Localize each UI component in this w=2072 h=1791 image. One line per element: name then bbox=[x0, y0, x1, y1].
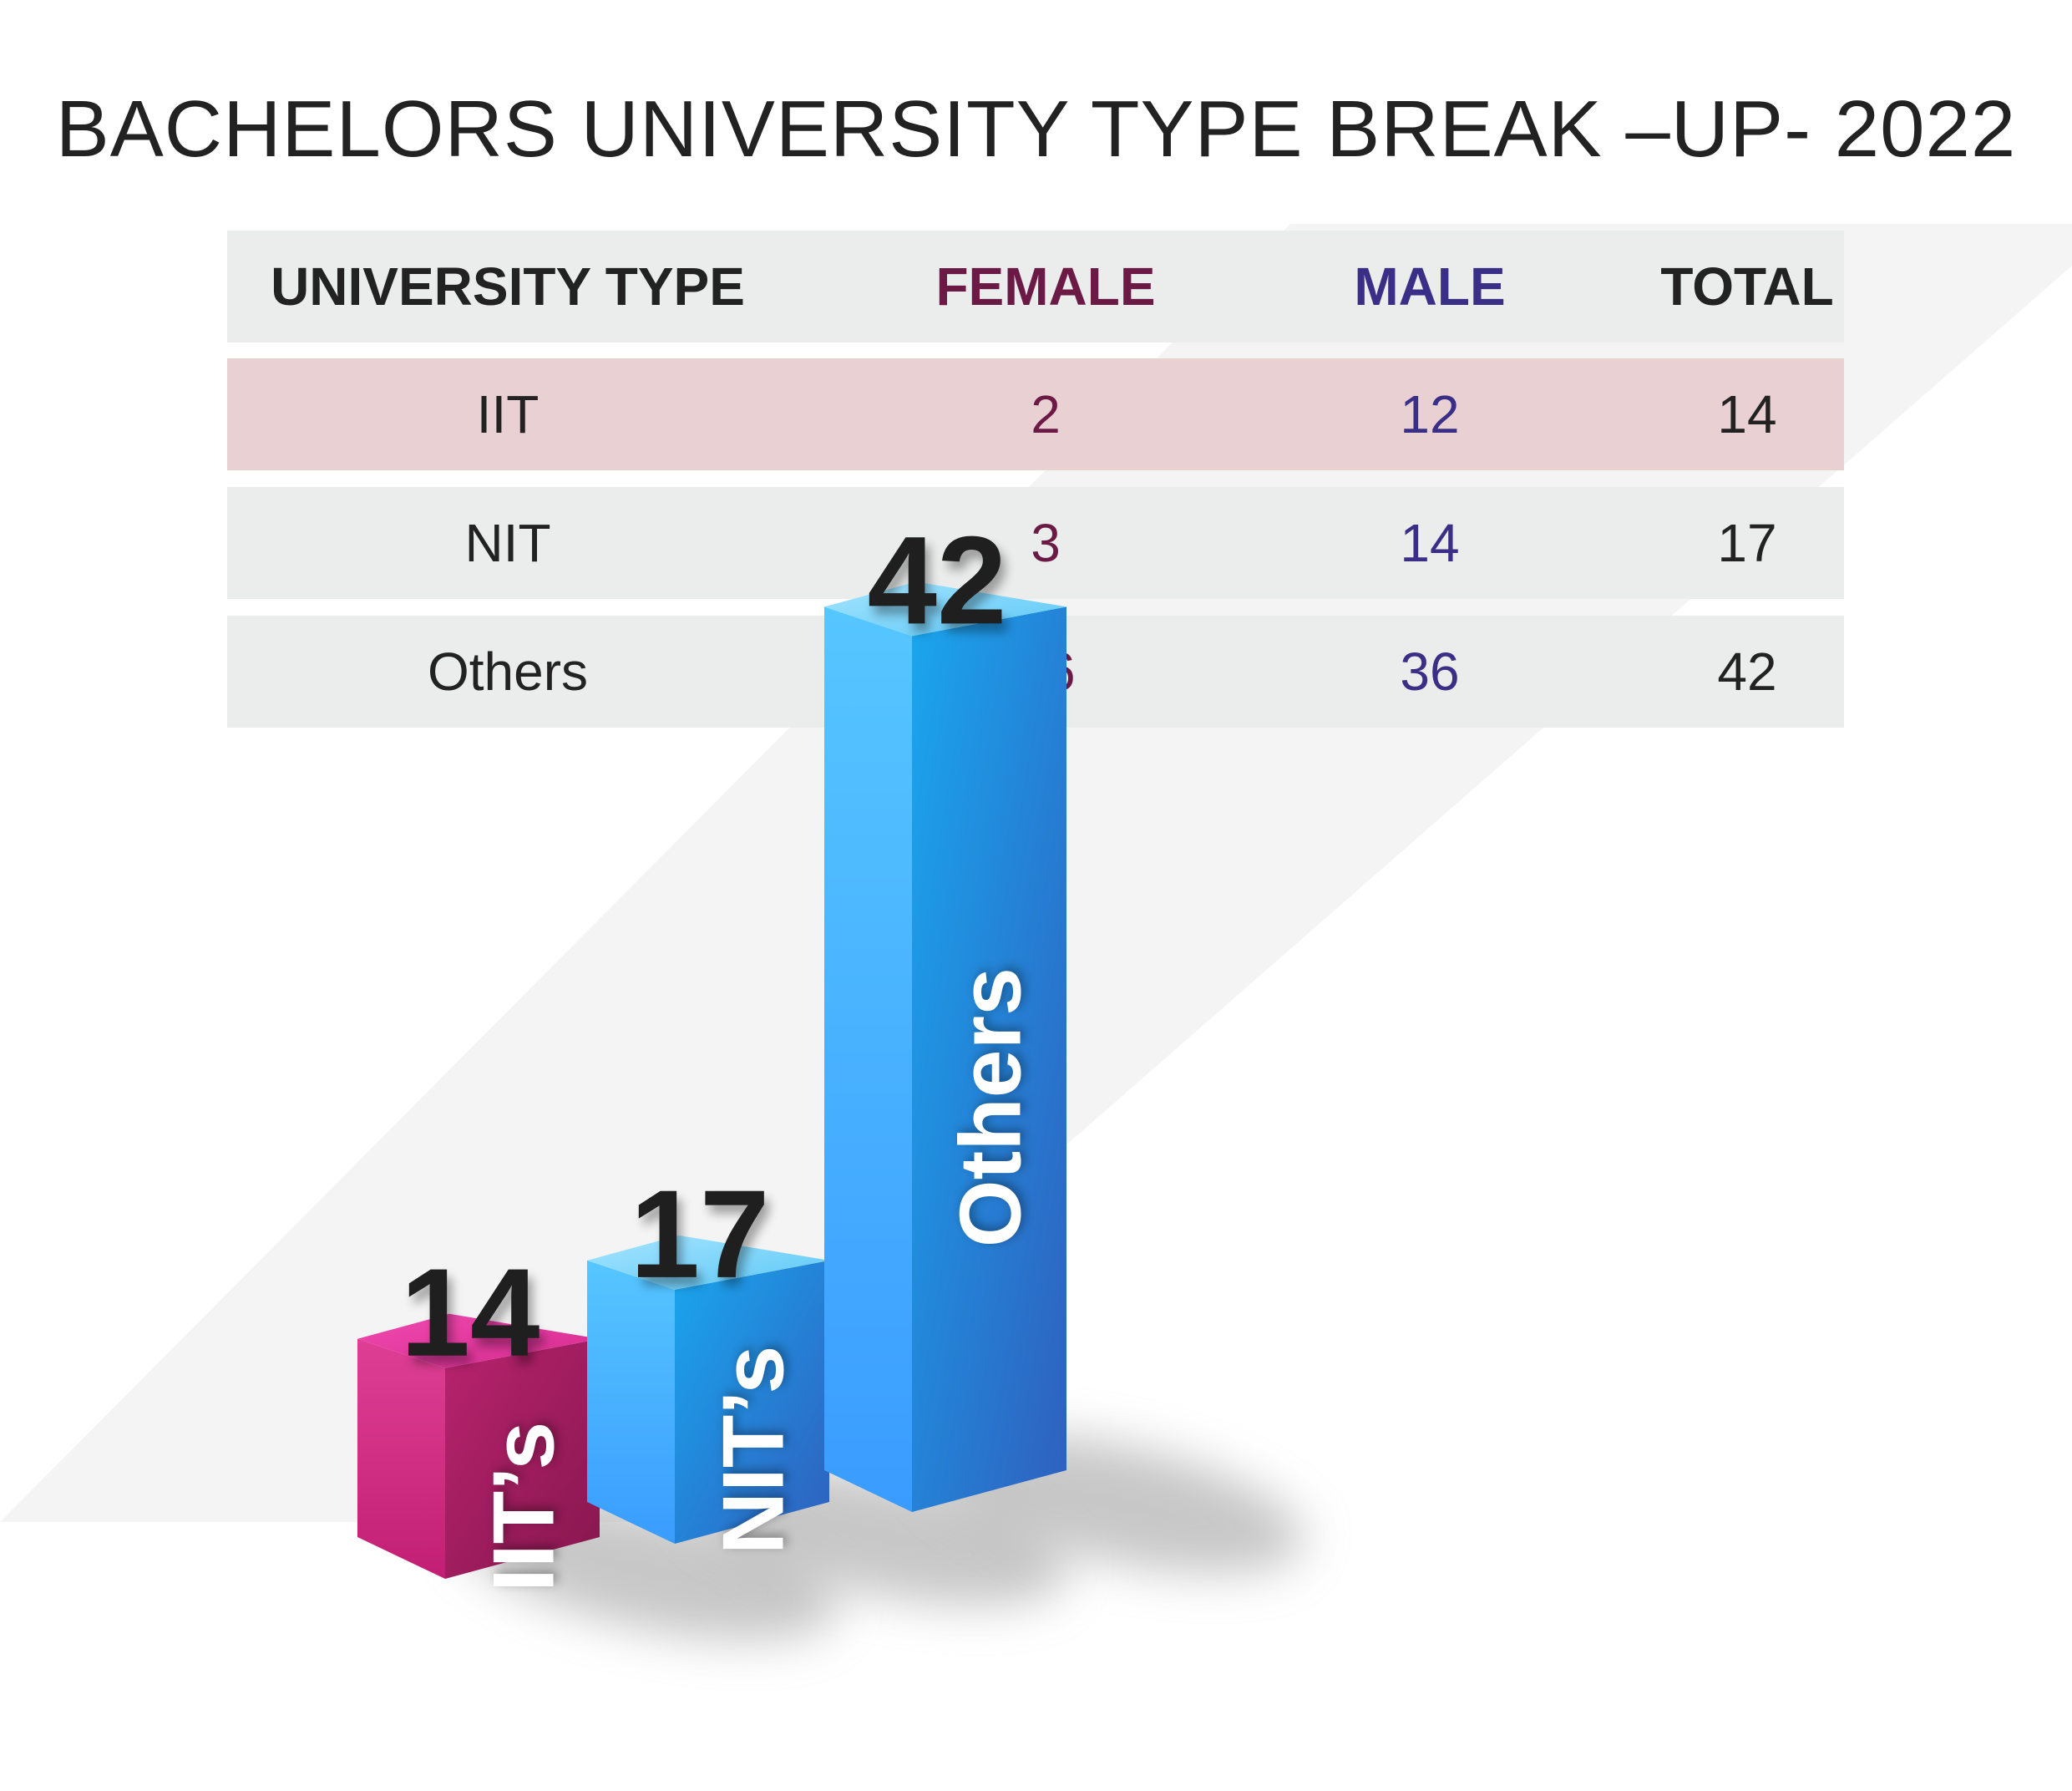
bar-left-face bbox=[587, 1260, 675, 1544]
bar-value-shadow: 42 bbox=[873, 518, 1012, 658]
table-row: IIT 2 12 14 bbox=[227, 358, 1844, 470]
bar-category-label: Others bbox=[943, 967, 1040, 1247]
bar-top-face bbox=[587, 1235, 829, 1290]
cell-type: IIT bbox=[476, 384, 540, 444]
cell-male: 14 bbox=[1400, 513, 1460, 573]
bar-category-label: NIT’s bbox=[706, 1346, 803, 1555]
table-row: NIT 3 14 17 bbox=[227, 487, 1844, 599]
bar-left-face bbox=[824, 606, 912, 1512]
bar-value-label: 42 bbox=[868, 510, 1007, 650]
bar-value-shadow: 14 bbox=[406, 1251, 545, 1391]
table-header-row: UNIVERSITY TYPE FEMALE MALE TOTAL bbox=[227, 231, 1844, 342]
cell-total: 42 bbox=[1717, 642, 1777, 702]
cell-total: 14 bbox=[1717, 384, 1777, 444]
page-title: BACHELORS UNIVERSITY TYPE BREAK –UP- 202… bbox=[55, 84, 2017, 174]
bar-top-face bbox=[824, 581, 1066, 637]
bar-front-face bbox=[445, 1338, 600, 1579]
header-university-type: UNIVERSITY TYPE bbox=[271, 256, 745, 317]
cell-type: Others bbox=[427, 642, 589, 702]
bar-category-label: IIT’s bbox=[476, 1422, 573, 1592]
bar-front-face bbox=[675, 1260, 829, 1544]
bar-category-shadow: Others bbox=[946, 964, 1043, 1244]
bar-value-label: 14 bbox=[401, 1242, 540, 1383]
bar-value-shadow: 17 bbox=[636, 1172, 775, 1312]
bar-category-shadow: NIT’s bbox=[709, 1342, 806, 1551]
bar-left-face bbox=[357, 1338, 445, 1579]
bar-category-shadow: IIT’s bbox=[479, 1418, 576, 1589]
cell-female: 2 bbox=[1031, 384, 1061, 444]
cell-total: 17 bbox=[1717, 513, 1777, 573]
bar-front-face bbox=[912, 606, 1066, 1512]
cell-type: NIT bbox=[464, 513, 551, 573]
bar-top-face bbox=[357, 1313, 600, 1368]
cell-male: 12 bbox=[1400, 384, 1460, 444]
cell-male: 36 bbox=[1400, 642, 1460, 702]
header-total: TOTAL bbox=[1660, 256, 1834, 317]
header-female: FEMALE bbox=[935, 256, 1156, 317]
header-male: MALE bbox=[1354, 256, 1506, 317]
cell-female: 3 bbox=[1031, 513, 1061, 573]
bar-value-label: 17 bbox=[631, 1164, 770, 1304]
